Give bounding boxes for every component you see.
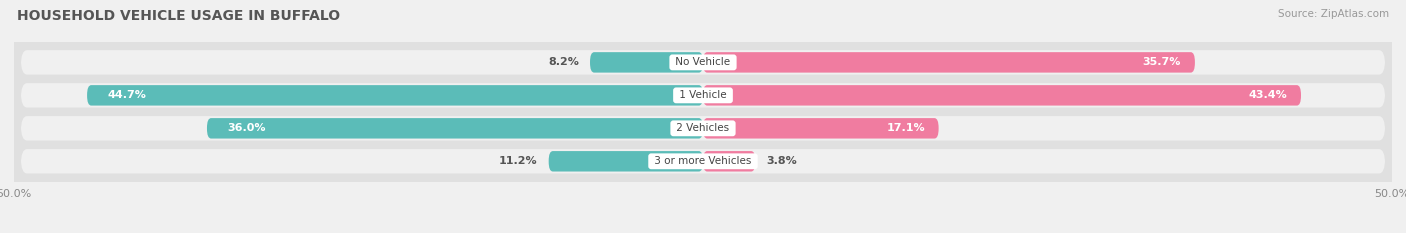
FancyBboxPatch shape (591, 52, 703, 73)
Legend: Owner-occupied, Renter-occupied: Owner-occupied, Renter-occupied (586, 230, 820, 233)
FancyBboxPatch shape (21, 83, 1385, 108)
FancyBboxPatch shape (703, 52, 1195, 73)
FancyBboxPatch shape (21, 116, 1385, 140)
FancyBboxPatch shape (703, 151, 755, 171)
FancyBboxPatch shape (87, 85, 703, 106)
FancyBboxPatch shape (21, 149, 1385, 174)
Text: 8.2%: 8.2% (548, 57, 579, 67)
Text: 36.0%: 36.0% (228, 123, 266, 133)
Text: 2 Vehicles: 2 Vehicles (673, 123, 733, 133)
FancyBboxPatch shape (703, 118, 939, 139)
Text: 44.7%: 44.7% (108, 90, 146, 100)
FancyBboxPatch shape (21, 50, 1385, 75)
FancyBboxPatch shape (207, 118, 703, 139)
Text: HOUSEHOLD VEHICLE USAGE IN BUFFALO: HOUSEHOLD VEHICLE USAGE IN BUFFALO (17, 9, 340, 23)
Text: 17.1%: 17.1% (886, 123, 925, 133)
Text: 11.2%: 11.2% (499, 156, 537, 166)
Text: 1 Vehicle: 1 Vehicle (676, 90, 730, 100)
FancyBboxPatch shape (703, 85, 1301, 106)
Text: Source: ZipAtlas.com: Source: ZipAtlas.com (1278, 9, 1389, 19)
Text: 3.8%: 3.8% (766, 156, 797, 166)
Text: 3 or more Vehicles: 3 or more Vehicles (651, 156, 755, 166)
FancyBboxPatch shape (548, 151, 703, 171)
Text: No Vehicle: No Vehicle (672, 57, 734, 67)
Text: 43.4%: 43.4% (1249, 90, 1288, 100)
Text: 35.7%: 35.7% (1143, 57, 1181, 67)
